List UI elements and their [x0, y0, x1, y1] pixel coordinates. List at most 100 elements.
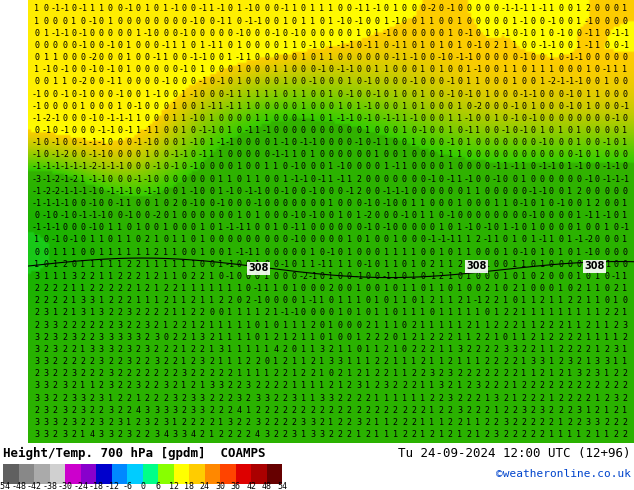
Text: 0: 0	[71, 41, 76, 50]
Text: 0: 0	[191, 247, 196, 257]
Text: 2: 2	[209, 357, 214, 366]
Text: 1: 1	[531, 65, 536, 74]
Text: 2: 2	[457, 296, 462, 305]
Text: -1: -1	[445, 4, 455, 13]
Text: 0: 0	[476, 272, 481, 281]
Text: 0: 0	[558, 211, 563, 220]
Text: 2: 2	[108, 284, 113, 293]
Text: 0: 0	[191, 236, 196, 245]
Text: 1: 1	[209, 296, 214, 305]
Text: 0: 0	[338, 284, 342, 293]
Text: -1: -1	[225, 223, 235, 232]
Text: 0: 0	[586, 138, 591, 147]
Text: 0: 0	[320, 29, 324, 38]
Text: 0: 0	[613, 53, 618, 62]
Text: 4: 4	[255, 430, 260, 439]
Text: 0: 0	[292, 272, 297, 281]
Text: 0: 0	[476, 223, 481, 232]
Text: 0: 0	[154, 101, 159, 111]
Text: 1: 1	[521, 333, 526, 342]
Text: 1: 1	[466, 77, 471, 86]
Text: 1: 1	[375, 308, 379, 318]
Text: 0: 0	[439, 163, 444, 172]
Text: 3: 3	[320, 393, 324, 403]
Text: 2: 2	[503, 308, 508, 318]
Text: 1: 1	[521, 260, 526, 269]
Text: 1: 1	[246, 406, 251, 415]
Text: -1: -1	[280, 150, 290, 159]
Text: -1: -1	[455, 53, 465, 62]
Text: 0: 0	[375, 17, 379, 25]
Text: 2: 2	[172, 333, 178, 342]
Text: 0: 0	[476, 211, 481, 220]
Text: -1: -1	[547, 163, 557, 172]
Text: 1: 1	[255, 369, 260, 378]
Text: 1: 1	[228, 320, 233, 330]
Text: 2: 2	[540, 418, 545, 427]
Text: -1: -1	[60, 174, 70, 184]
Text: 0: 0	[384, 211, 389, 220]
Text: 2: 2	[154, 418, 159, 427]
Text: 0: 0	[558, 101, 563, 111]
Text: -1: -1	[170, 163, 180, 172]
Text: 0: 0	[604, 236, 609, 245]
Text: 0: 0	[264, 77, 269, 86]
Text: 1: 1	[420, 211, 425, 220]
Text: 0: 0	[246, 284, 251, 293]
Text: -1: -1	[491, 174, 501, 184]
Text: 3: 3	[320, 345, 324, 354]
Text: 0: 0	[595, 126, 600, 135]
Text: 2: 2	[356, 406, 361, 415]
Text: 2: 2	[613, 406, 618, 415]
Text: 1: 1	[457, 41, 462, 50]
Text: 0: 0	[191, 4, 196, 13]
Text: 2: 2	[117, 393, 122, 403]
Text: 1: 1	[623, 284, 628, 293]
Text: 2: 2	[117, 308, 122, 318]
Text: 2: 2	[558, 357, 563, 366]
Text: 3: 3	[117, 320, 122, 330]
Text: 0: 0	[420, 114, 425, 123]
Text: 2: 2	[384, 345, 389, 354]
Text: 0: 0	[613, 150, 618, 159]
Text: 1: 1	[172, 272, 178, 281]
Text: 0: 0	[136, 187, 141, 196]
Text: 2: 2	[328, 284, 333, 293]
Text: 1: 1	[301, 430, 306, 439]
Text: 3: 3	[34, 393, 39, 403]
Text: 1: 1	[283, 17, 287, 25]
Text: 0: 0	[320, 199, 324, 208]
Text: 3: 3	[44, 320, 49, 330]
Text: 2: 2	[62, 284, 67, 293]
Text: 1: 1	[328, 272, 333, 281]
Text: 2: 2	[126, 272, 131, 281]
Text: 2: 2	[531, 418, 536, 427]
Text: 2: 2	[53, 430, 58, 439]
Text: 2: 2	[567, 406, 573, 415]
Text: 3: 3	[99, 418, 104, 427]
Text: 1: 1	[503, 272, 508, 281]
Text: 1: 1	[34, 4, 39, 13]
Text: 2: 2	[512, 406, 517, 415]
Text: 0: 0	[292, 187, 297, 196]
Text: 1: 1	[549, 393, 554, 403]
Text: 2: 2	[540, 369, 545, 378]
Text: -1: -1	[409, 53, 418, 62]
Text: 0: 0	[604, 247, 609, 257]
Text: 2: 2	[503, 430, 508, 439]
Text: -1: -1	[152, 90, 162, 98]
Text: 0: 0	[595, 4, 600, 13]
Text: 0: 0	[558, 65, 563, 74]
Text: 1: 1	[494, 199, 499, 208]
Text: 1: 1	[99, 296, 104, 305]
Text: -1: -1	[473, 65, 483, 74]
Text: 0: 0	[402, 77, 407, 86]
Text: -1: -1	[620, 41, 630, 50]
Text: 1: 1	[457, 174, 462, 184]
Text: 1: 1	[246, 333, 251, 342]
Text: 0: 0	[402, 223, 407, 232]
Text: -1: -1	[87, 187, 97, 196]
Text: 0: 0	[126, 174, 131, 184]
Text: 0: 0	[503, 174, 508, 184]
Text: 0: 0	[338, 29, 342, 38]
